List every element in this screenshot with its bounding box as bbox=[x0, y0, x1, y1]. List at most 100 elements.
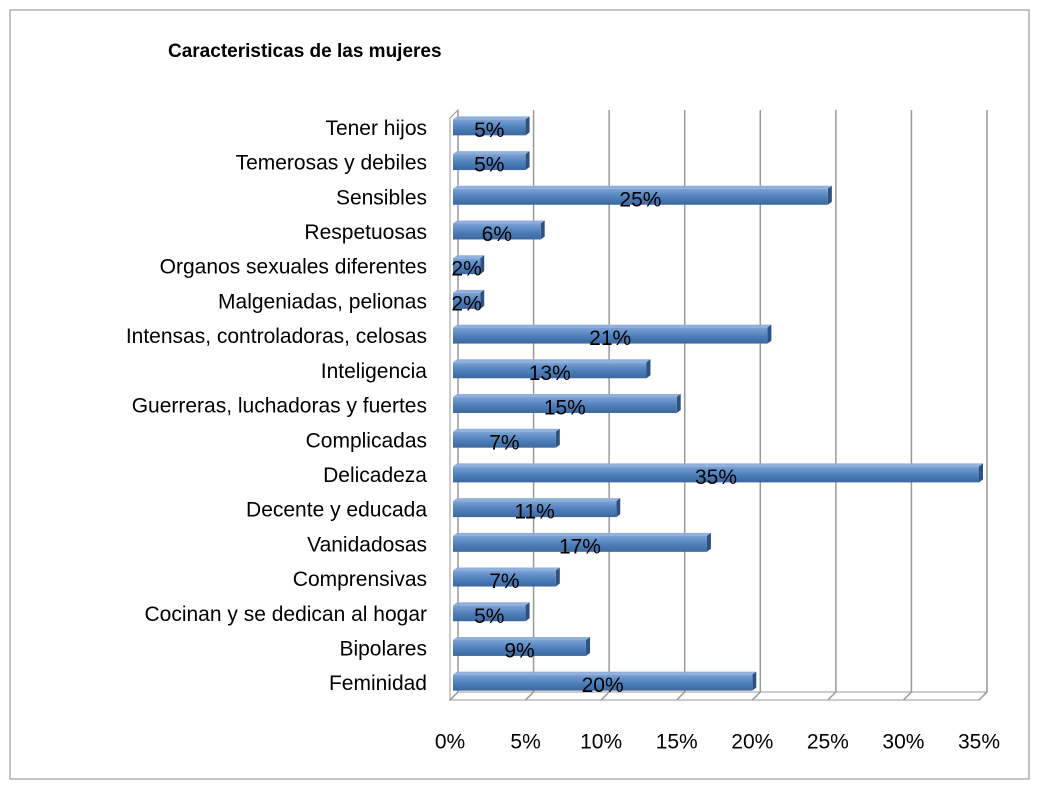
y-tick-label: Organos sexuales diferentes bbox=[160, 256, 427, 279]
data-label: 17% bbox=[559, 535, 601, 558]
bar bbox=[453, 639, 587, 656]
bar bbox=[453, 292, 481, 309]
y-tick-label: Feminidad bbox=[329, 672, 427, 695]
x-tick-label: 35% bbox=[958, 731, 1000, 754]
bar-top bbox=[453, 394, 681, 398]
y-tick-label: Delicadeza bbox=[323, 464, 427, 487]
bar-side bbox=[676, 394, 681, 413]
x-tick-label: 15% bbox=[656, 731, 698, 754]
bar-top bbox=[453, 636, 591, 640]
y-tick-label: Temerosas y debiles bbox=[236, 152, 427, 175]
y-tick-label: Malgeniadas, pelionas bbox=[218, 290, 427, 313]
bar bbox=[453, 397, 677, 413]
grid-line bbox=[525, 691, 535, 701]
data-label: 2% bbox=[451, 258, 481, 281]
x-tick-label: 0% bbox=[435, 731, 465, 754]
data-label: 2% bbox=[451, 292, 481, 315]
x-tick-label: 20% bbox=[731, 731, 773, 754]
bar-top bbox=[453, 532, 711, 536]
bar bbox=[453, 327, 768, 344]
bar bbox=[453, 431, 556, 448]
y-tick-label: Inteligencia bbox=[321, 360, 428, 383]
data-label: 15% bbox=[544, 397, 586, 420]
data-label: 11% bbox=[514, 501, 554, 524]
data-label: 13% bbox=[529, 362, 571, 385]
bar-side bbox=[480, 289, 485, 309]
bar-top bbox=[453, 255, 485, 259]
bar bbox=[453, 570, 556, 587]
bar-side bbox=[646, 359, 651, 379]
grid-line bbox=[827, 691, 837, 701]
bar-side bbox=[525, 116, 530, 136]
bar-top bbox=[453, 359, 651, 363]
data-label: 6% bbox=[482, 223, 512, 246]
bar-top bbox=[453, 671, 757, 675]
bar bbox=[453, 674, 753, 691]
data-label: 21% bbox=[589, 327, 631, 350]
grid-line bbox=[902, 691, 912, 701]
grid-line bbox=[676, 691, 686, 701]
bar-side bbox=[752, 671, 757, 691]
y-tick-label: Cocinan y se dedican al hogar bbox=[144, 603, 427, 626]
grid-line bbox=[600, 691, 610, 701]
y-tick-label: Tener hijos bbox=[325, 117, 427, 140]
bar-side bbox=[540, 220, 545, 240]
data-label: 5% bbox=[474, 154, 504, 177]
x-tick-label: 10% bbox=[580, 731, 622, 754]
y-tick-label: Respetuosas bbox=[304, 221, 427, 244]
bar-side bbox=[555, 428, 560, 448]
data-label: 9% bbox=[504, 639, 534, 662]
bar bbox=[453, 501, 617, 518]
bar bbox=[453, 605, 526, 622]
bar bbox=[453, 362, 647, 379]
grid-line bbox=[449, 691, 459, 701]
grid-line bbox=[751, 691, 761, 701]
bar-side bbox=[525, 602, 530, 622]
bar-side bbox=[767, 324, 772, 344]
bar-side bbox=[706, 532, 711, 552]
bar-side bbox=[555, 567, 560, 587]
grid-line bbox=[978, 691, 988, 701]
y-tick-label: Guerreras, luchadoras y fuertes bbox=[132, 395, 427, 418]
y-tick-label: Sensibles bbox=[336, 186, 427, 209]
bar-top bbox=[453, 602, 530, 606]
data-label: 20% bbox=[582, 674, 624, 697]
y-tick-label: Decente y educada bbox=[246, 499, 427, 522]
bar bbox=[453, 535, 707, 552]
y-tick-label: Complicadas bbox=[306, 429, 427, 452]
x-tick-label: 30% bbox=[882, 731, 924, 754]
bar-side bbox=[616, 498, 621, 518]
bar-side bbox=[827, 185, 832, 205]
bar-side bbox=[480, 255, 485, 275]
bar bbox=[453, 119, 526, 136]
x-tick-label: 5% bbox=[510, 731, 540, 754]
bar-side bbox=[586, 636, 591, 656]
bar bbox=[453, 154, 526, 171]
y-tick-label: Comprensivas bbox=[293, 568, 427, 591]
data-label: 7% bbox=[489, 431, 519, 454]
y-tick-label: Intensas, controladoras, celosas bbox=[126, 325, 427, 348]
bar bbox=[453, 258, 481, 275]
bar-top bbox=[453, 567, 560, 571]
y-tick-label: Vanidadosas bbox=[307, 533, 427, 556]
data-label: 25% bbox=[619, 188, 661, 211]
bar-top bbox=[453, 428, 560, 432]
bar-top bbox=[453, 151, 530, 155]
bar-top bbox=[453, 185, 832, 189]
bar-side bbox=[979, 463, 983, 483]
bar bbox=[453, 188, 828, 205]
y-tick-label: Bipolares bbox=[339, 637, 427, 660]
bar-top bbox=[453, 116, 530, 120]
bar bbox=[453, 466, 979, 483]
data-label: 35% bbox=[695, 466, 737, 489]
data-label: 7% bbox=[489, 570, 519, 593]
chart-title: Caracteristicas de las mujeres bbox=[168, 41, 442, 62]
bar-top bbox=[453, 324, 772, 328]
bar-top bbox=[453, 220, 545, 224]
bar bbox=[453, 223, 541, 240]
bar-top bbox=[453, 289, 485, 293]
data-label: 5% bbox=[474, 119, 504, 142]
bar-side bbox=[525, 151, 530, 171]
bar-top bbox=[453, 498, 621, 502]
